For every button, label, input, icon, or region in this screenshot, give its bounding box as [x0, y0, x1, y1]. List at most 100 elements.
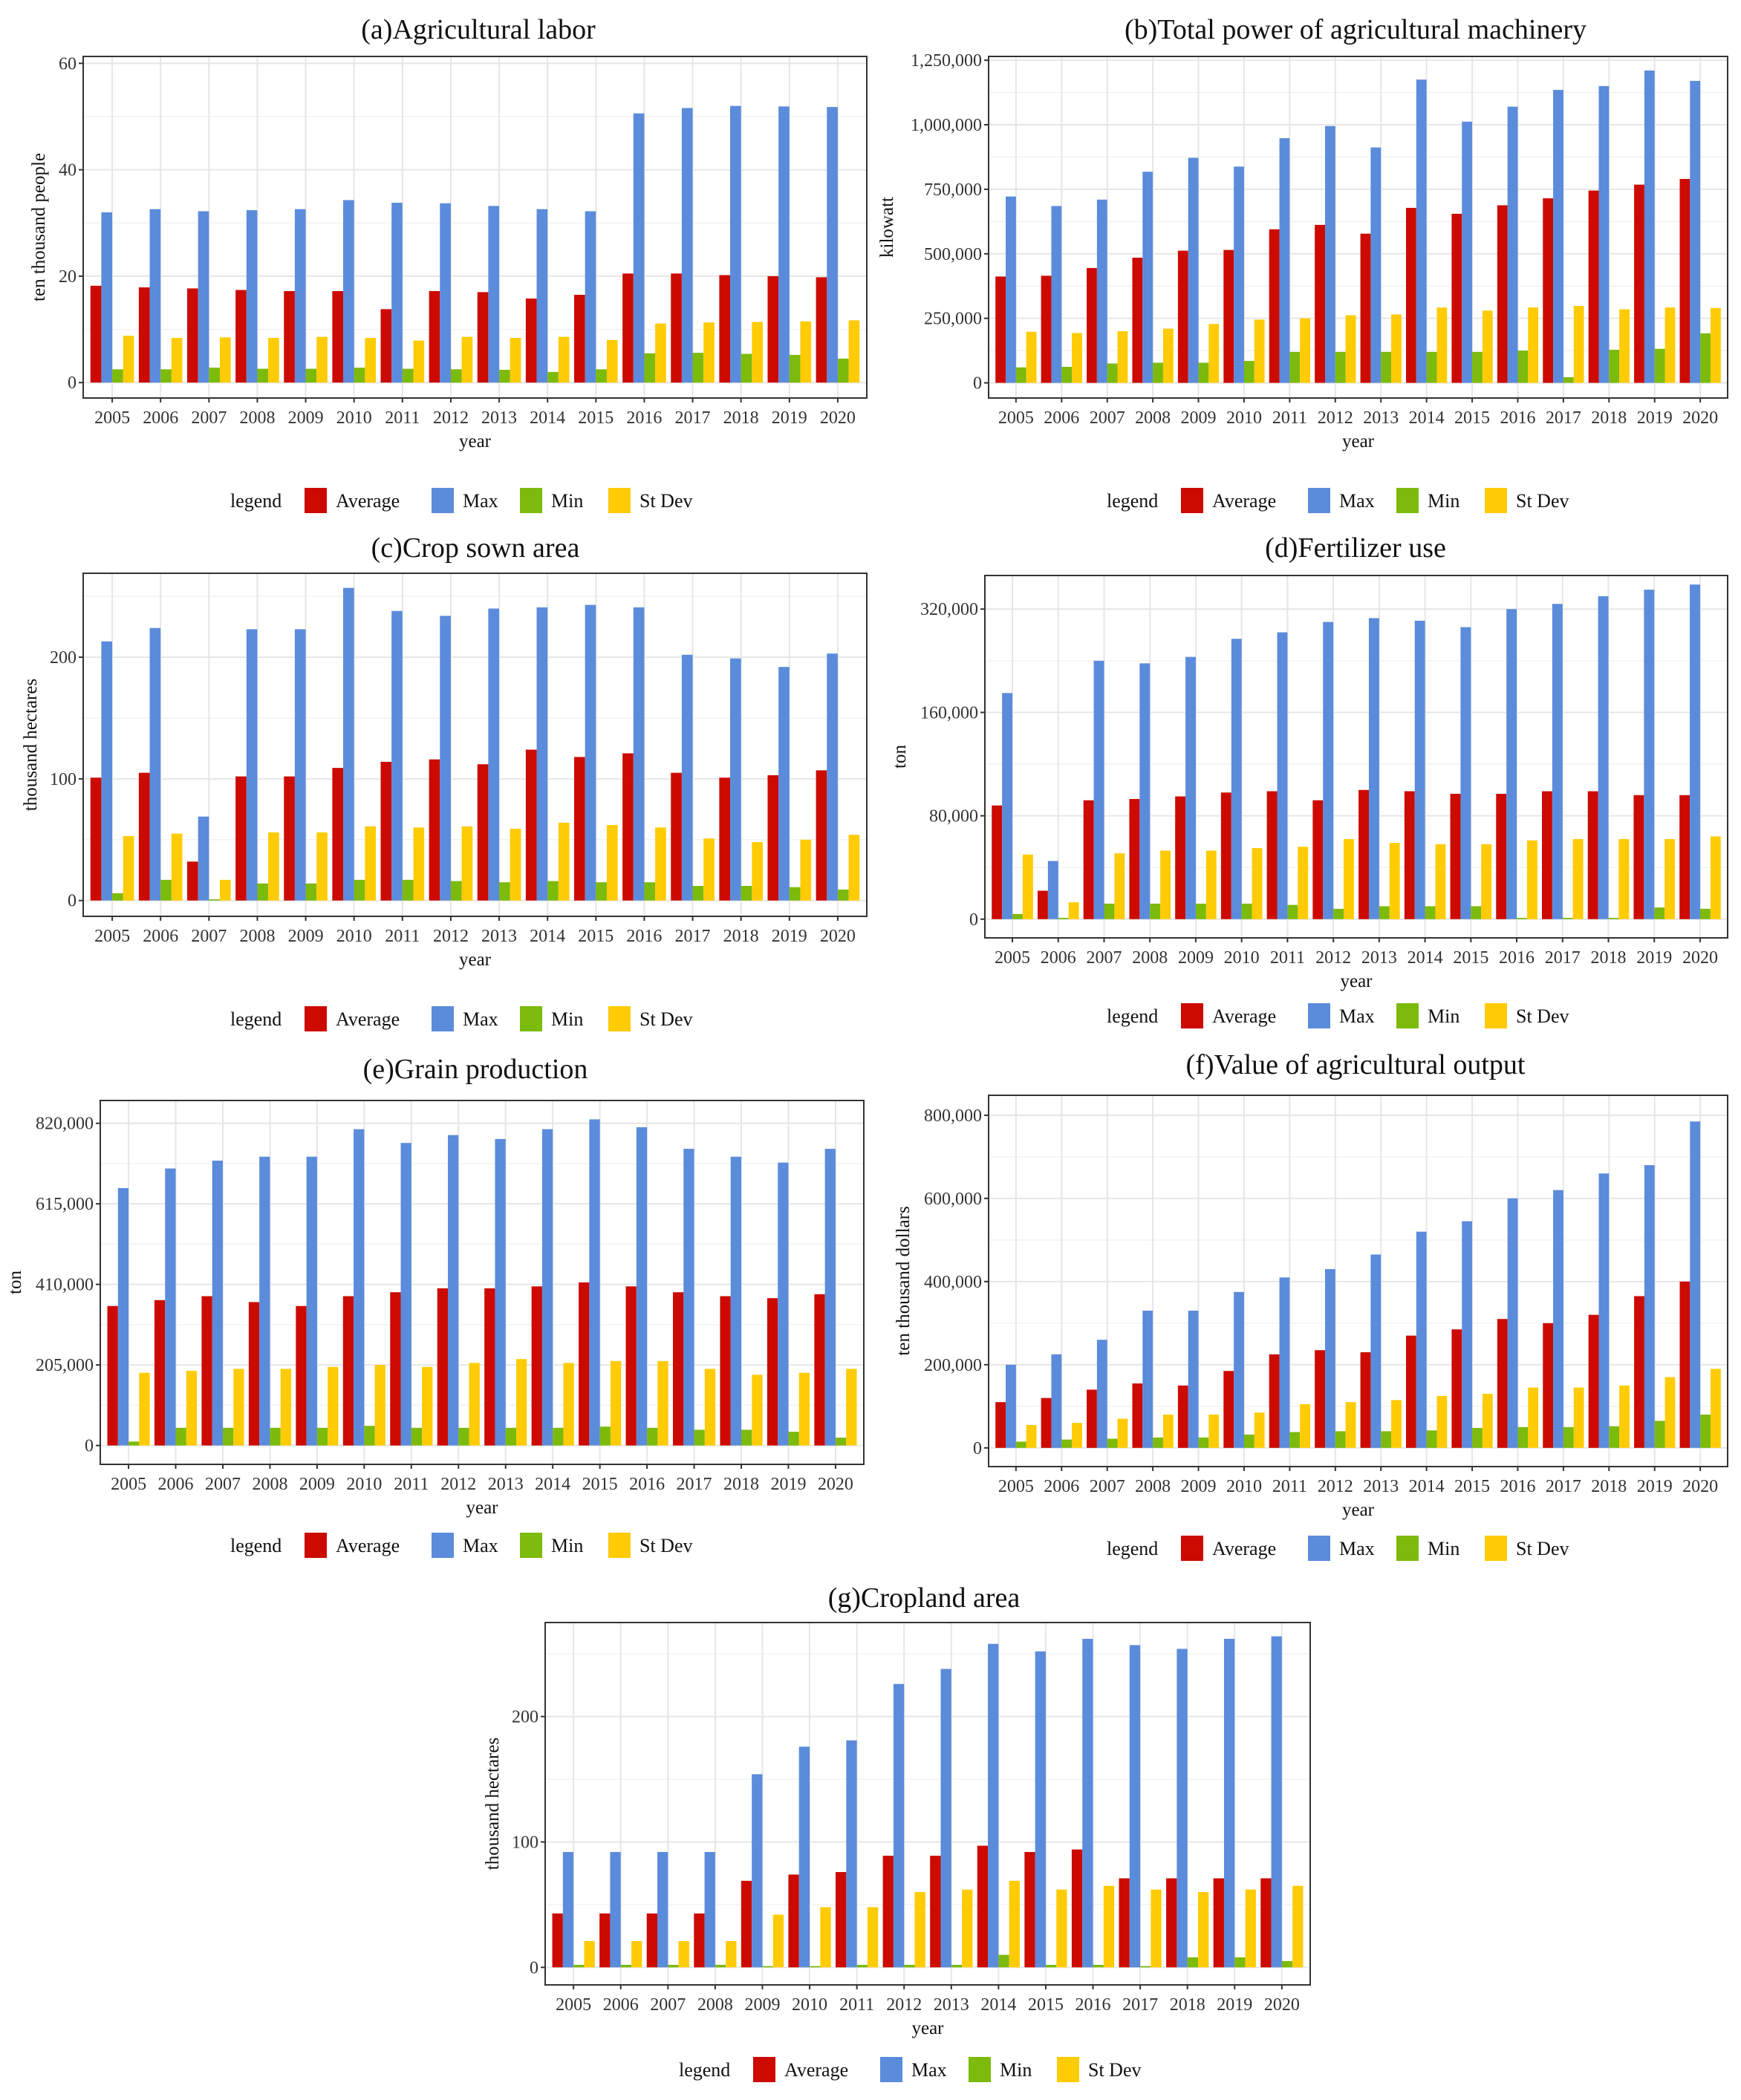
bar-min [112, 893, 123, 901]
bar-st-dev [268, 832, 279, 901]
chart-panel: 0 100 200 2005 2006 2007 2008 2009 2010 2011 2012 2… [21, 532, 868, 1031]
bar-max [536, 209, 548, 383]
x-tick-label: 2009 [1181, 408, 1217, 428]
bar-average [836, 1872, 847, 1968]
bar-min [1654, 907, 1665, 919]
bar-st-dev [1072, 1423, 1082, 1448]
bar-max [1234, 166, 1244, 383]
x-tick-label: 2012 [886, 1995, 922, 2015]
legend-title: legend [230, 490, 282, 512]
x-tick-label: 2014 [980, 1995, 1016, 2015]
bar-max [636, 1126, 648, 1446]
bar-average [1132, 257, 1143, 383]
legend-swatch-max [1308, 1536, 1330, 1561]
x-tick-label: 2009 [288, 927, 324, 946]
bar-average [1024, 1852, 1035, 1968]
bar-average [1315, 1350, 1325, 1448]
bar-st-dev [1162, 328, 1174, 383]
bar-average [342, 1296, 354, 1446]
bar-average [1087, 267, 1097, 383]
chart-panel: 0 20 40 60 2005 2006 2007 2008 2009 2010 2011 2012 2… [29, 14, 868, 513]
bar-st-dev [558, 336, 570, 383]
bar-average [332, 290, 344, 383]
bar-max [1277, 632, 1288, 919]
bar-st-dev [316, 832, 328, 901]
bar-average [1588, 190, 1599, 383]
bar-max [536, 607, 548, 901]
x-tick-label: 2012 [1318, 1477, 1353, 1496]
legend-label: Average [336, 1008, 400, 1030]
bar-average [235, 290, 247, 383]
bar-max [1142, 172, 1153, 383]
bar-max [1271, 1636, 1282, 1968]
bar-max [212, 1160, 223, 1446]
x-tick-label: 2019 [772, 927, 807, 946]
bar-average [719, 275, 731, 383]
x-tick-label: 2017 [675, 927, 711, 946]
plot-border [984, 575, 1728, 939]
bar-st-dev [584, 1940, 595, 1968]
bar-average [235, 776, 247, 901]
bar-max [1644, 71, 1655, 383]
x-tick-label: 2010 [336, 927, 372, 946]
bar-max [391, 203, 403, 383]
x-tick-label: 2017 [675, 408, 711, 428]
bar-min [160, 369, 172, 383]
legend-label: Max [1339, 490, 1375, 512]
bar-st-dev [469, 1363, 480, 1446]
x-tick-label: 2010 [1224, 948, 1260, 968]
legend: legend Average Max Min St Dev [1107, 1003, 1569, 1028]
plot-border [82, 573, 868, 917]
x-tick-label: 2011 [839, 1995, 874, 2015]
y-tick-label: 600,000 [924, 1190, 982, 1209]
x-tick-label: 2010 [792, 1995, 827, 2015]
x-tick-label: 2014 [535, 1475, 570, 1494]
bar-max [259, 1156, 270, 1446]
chart-title: (a)Agricultural labor [361, 14, 596, 45]
bar-average [1587, 791, 1598, 919]
bar-st-dev [413, 827, 425, 901]
bar-min [499, 882, 510, 901]
bar-min [1140, 1966, 1151, 1968]
x-tick-label: 2007 [1090, 1477, 1125, 1496]
bar-min [1517, 1426, 1529, 1448]
bar-st-dev [1162, 1415, 1174, 1448]
bar-st-dev [752, 1375, 763, 1446]
bar-min [1243, 1434, 1255, 1448]
bar-min [1563, 376, 1574, 383]
bar-st-dev [1435, 844, 1446, 919]
bar-st-dev [316, 336, 328, 383]
x-tick-label: 2020 [1682, 408, 1718, 428]
bar-min [505, 1427, 517, 1446]
bar-min [1335, 351, 1346, 383]
bar-average [1451, 213, 1462, 383]
bar-st-dev [1208, 1415, 1220, 1448]
bar-max [683, 1149, 694, 1446]
bar-min [1187, 1957, 1198, 1968]
bar-average [1177, 1385, 1188, 1448]
legend-label: Average [336, 1535, 400, 1556]
x-tick-label: 2019 [1637, 1477, 1673, 1496]
bar-average [525, 749, 537, 901]
bar-min [596, 882, 607, 901]
bar-average [599, 1913, 611, 1968]
legend-label: Average [1212, 490, 1276, 512]
x-tick-label: 2006 [143, 927, 178, 946]
bar-max [294, 209, 306, 383]
bar-min [1654, 1421, 1665, 1448]
bar-average [1588, 1314, 1599, 1448]
bar-st-dev [1197, 1892, 1209, 1968]
bar-st-dev [219, 337, 231, 383]
x-tick-label: 2015 [1454, 1477, 1490, 1496]
legend: legend Average Max Min St Dev [1107, 1536, 1569, 1561]
bar-max [343, 587, 354, 901]
x-tick-label: 2019 [770, 1475, 806, 1494]
bar-min [1472, 1427, 1483, 1448]
legend-swatch-st-dev [1485, 1003, 1507, 1028]
bar-average [1543, 198, 1554, 383]
legend-label: Min [551, 1008, 583, 1030]
bar-average [814, 1294, 825, 1446]
x-tick-label: 2020 [818, 1475, 853, 1494]
legend-label: Max [1339, 1538, 1375, 1559]
bar-min [1093, 1964, 1104, 1968]
